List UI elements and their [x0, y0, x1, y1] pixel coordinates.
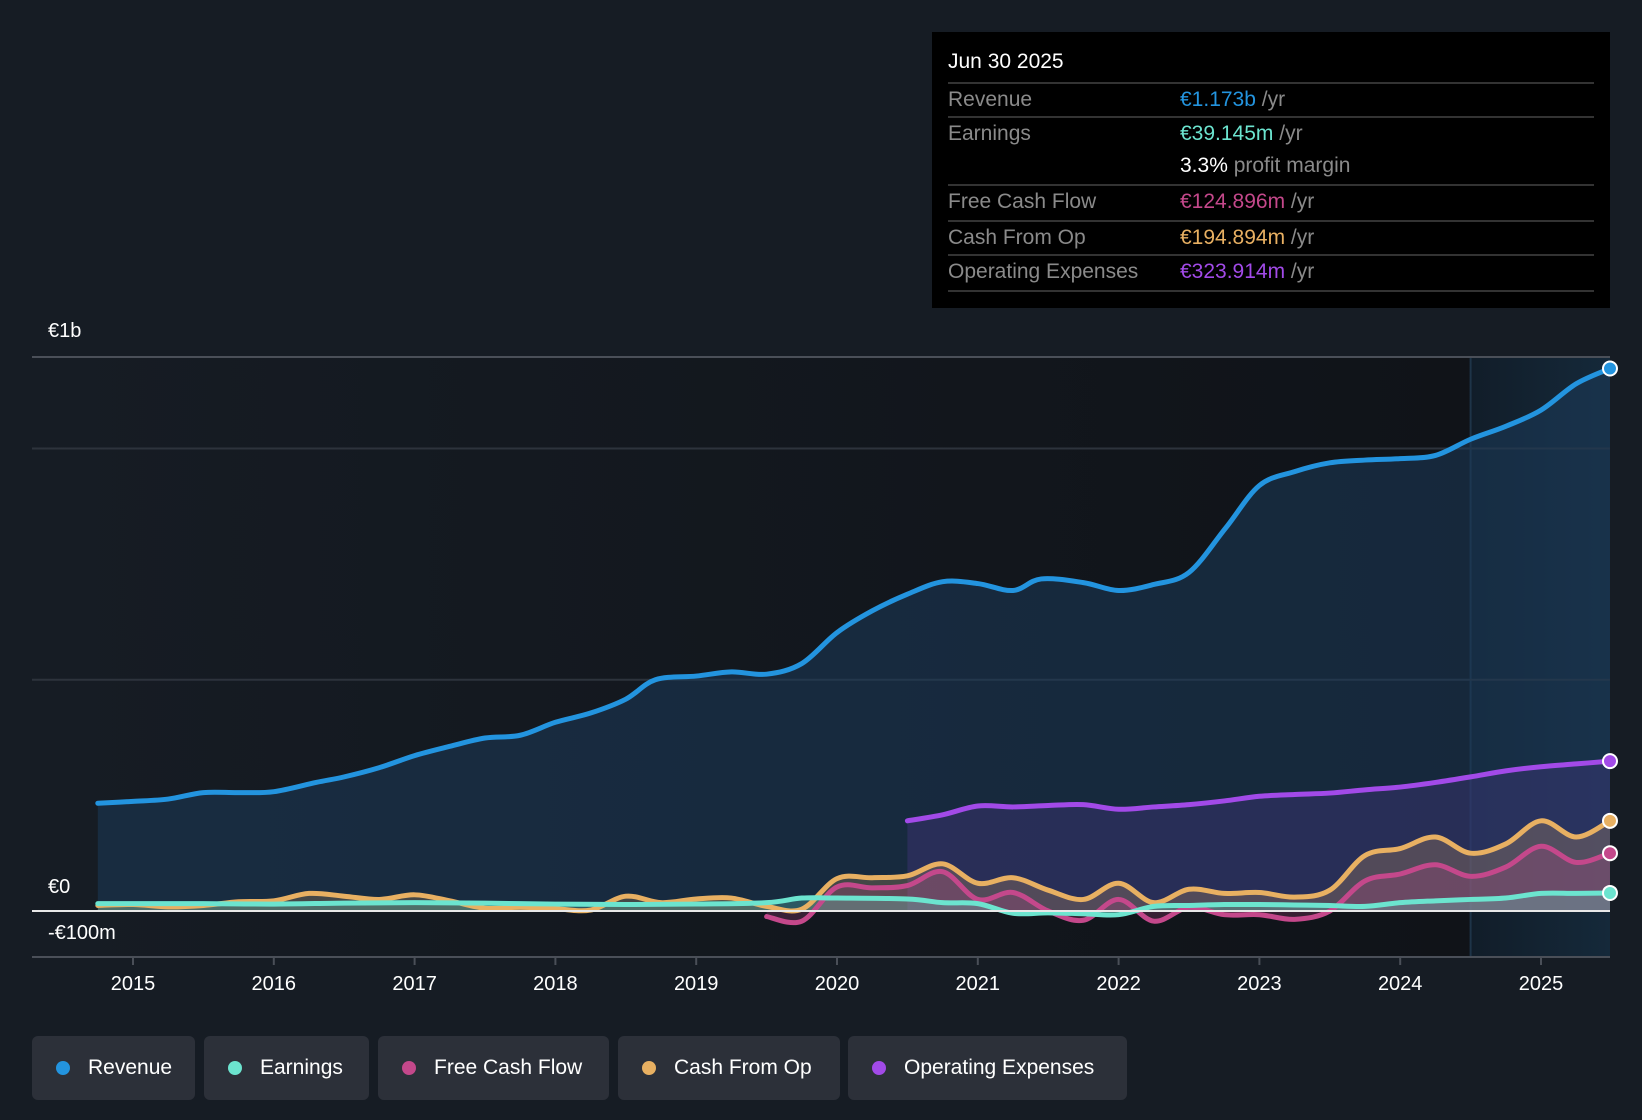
x-tick-label: 2025 — [1519, 973, 1564, 995]
legend-dot-icon — [56, 1061, 70, 1075]
tooltip-label: Free Cash Flow — [948, 190, 1097, 213]
tooltip-value-unit: /yr — [1285, 226, 1315, 249]
tooltip-date: Jun 30 2025 — [948, 50, 1064, 73]
legend-label: Revenue — [88, 1056, 173, 1079]
tooltip-value: €1.173b /yr — [1180, 88, 1285, 112]
endpoint-revenue — [1601, 360, 1618, 377]
tooltip-value-amount: €124.896m — [1180, 190, 1286, 213]
x-tick-label: 2015 — [111, 973, 156, 995]
endpoint-cash-from-op — [1601, 812, 1618, 829]
legend-revenue[interactable]: Revenue — [32, 1036, 195, 1100]
tooltip-row-earnings: Earnings €39.145m /yr — [948, 116, 1594, 152]
legend-label: Earnings — [260, 1056, 343, 1079]
area-operating-expenses — [907, 761, 1610, 911]
tooltip-value-amount: €39.145m — [1180, 122, 1274, 145]
tooltip-value: €194.894m /yr — [1180, 226, 1314, 250]
line-cash-from-op — [95, 818, 1613, 914]
profit-margin-label: profit margin — [1227, 154, 1351, 177]
tooltip: Jun 30 2025 Revenue €1.173b /yr Earnings… — [932, 32, 1610, 308]
tooltip-value-unit: /yr — [1255, 88, 1286, 111]
legend-cash-from-op[interactable]: Cash From Op — [618, 1036, 840, 1100]
legend-operating-expenses[interactable]: Operating Expenses — [848, 1036, 1127, 1100]
line-earnings — [95, 890, 1613, 918]
legend-earnings[interactable]: Earnings — [204, 1036, 369, 1100]
tooltip-label: Cash From Op — [948, 226, 1086, 249]
tooltip-value: 3.3% profit margin — [1180, 154, 1350, 178]
tooltip-value-unit: /yr — [1285, 260, 1315, 283]
legend-dot-icon — [228, 1061, 242, 1075]
x-tick-label: 2020 — [815, 973, 860, 995]
tooltip-value-amount: €194.894m — [1180, 226, 1286, 249]
x-tick-label: 2016 — [252, 973, 297, 995]
tooltip-value-amount: €323.914m — [1180, 260, 1286, 283]
tooltip-value-unit: /yr — [1285, 190, 1315, 213]
legend-label: Operating Expenses — [904, 1056, 1095, 1079]
area-revenue — [97, 368, 1610, 911]
profit-margin-value: 3.3% — [1180, 154, 1228, 177]
endpoint-operating-expenses — [1601, 753, 1618, 770]
legend-label: Cash From Op — [674, 1056, 812, 1079]
y-label-neg100m: -€100m — [48, 922, 116, 944]
endpoint-free-cash-flow — [1601, 845, 1618, 862]
y-label-0: €0 — [48, 876, 71, 898]
legend-dot-icon — [642, 1061, 656, 1075]
endpoint-earnings — [1601, 884, 1618, 901]
tooltip-value: €124.896m /yr — [1180, 190, 1314, 214]
tooltip-value-amount: €1.173b — [1180, 88, 1256, 111]
legend-label: Free Cash Flow — [434, 1056, 583, 1079]
x-tick-label: 2022 — [1096, 973, 1141, 995]
tooltip-label: Revenue — [948, 88, 1033, 111]
area-earnings — [97, 892, 1610, 916]
legend-dot-icon — [872, 1061, 886, 1075]
line-operating-expenses — [904, 758, 1613, 824]
tooltip-label: Operating Expenses — [948, 260, 1139, 283]
tooltip-row-cfo: Cash From Op €194.894m /yr — [948, 220, 1594, 256]
tooltip-row-fcf: Free Cash Flow €124.896m /yr — [948, 184, 1594, 220]
tooltip-row-revenue: Revenue €1.173b /yr — [948, 82, 1594, 118]
x-tick-label: 2017 — [392, 973, 437, 995]
tooltip-label: Earnings — [948, 122, 1031, 145]
line-revenue — [95, 365, 1613, 806]
x-tick-label: 2023 — [1237, 973, 1282, 995]
tooltip-row-opex: Operating Expenses €323.914m /yr — [948, 254, 1594, 292]
x-tick-label: 2024 — [1378, 973, 1423, 995]
legend-dot-icon — [402, 1061, 416, 1075]
tooltip-row-profit-margin: 3.3% profit margin — [948, 150, 1594, 184]
x-tick-label: 2018 — [533, 973, 578, 995]
y-label-1b: €1b — [48, 320, 82, 342]
tooltip-value-unit: /yr — [1273, 122, 1303, 145]
tooltip-value: €39.145m /yr — [1180, 122, 1303, 146]
x-tick-label: 2019 — [674, 973, 719, 995]
tooltip-value: €323.914m /yr — [1180, 260, 1314, 284]
x-tick-label: 2021 — [956, 973, 1001, 995]
legend-free-cash-flow[interactable]: Free Cash Flow — [378, 1036, 609, 1100]
